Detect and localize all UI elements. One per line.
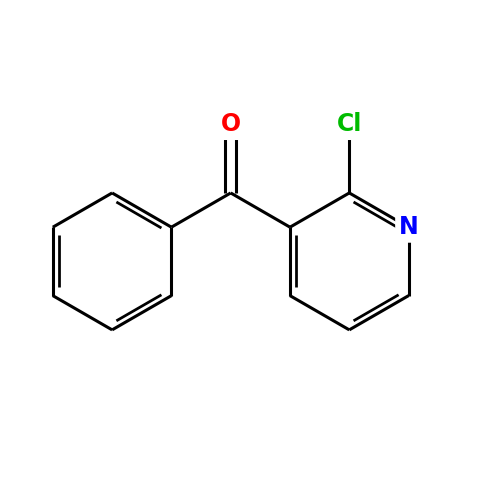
Text: O: O	[220, 112, 241, 136]
Text: N: N	[398, 215, 418, 239]
Text: Cl: Cl	[336, 112, 362, 136]
